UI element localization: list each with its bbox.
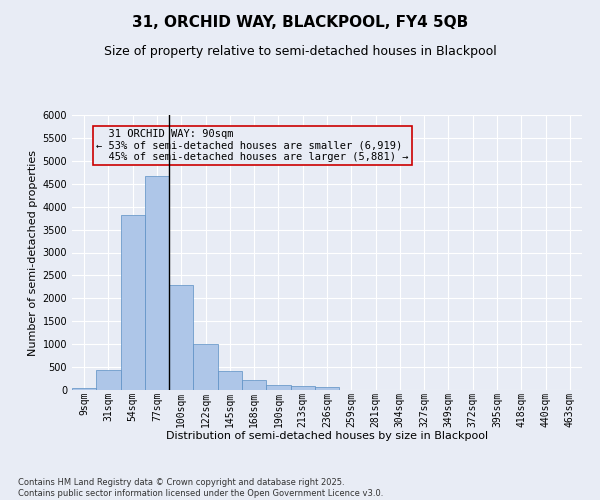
- Text: Contains HM Land Registry data © Crown copyright and database right 2025.
Contai: Contains HM Land Registry data © Crown c…: [18, 478, 383, 498]
- Bar: [145, 176, 169, 390]
- Bar: [96, 370, 121, 390]
- Text: 31, ORCHID WAY, BLACKPOOL, FY4 5QB: 31, ORCHID WAY, BLACKPOOL, FY4 5QB: [132, 15, 468, 30]
- Text: Size of property relative to semi-detached houses in Blackpool: Size of property relative to semi-detach…: [104, 45, 496, 58]
- Bar: [193, 344, 218, 390]
- Bar: [242, 380, 266, 390]
- Bar: [121, 215, 145, 390]
- Bar: [169, 284, 193, 390]
- Bar: [266, 386, 290, 390]
- Bar: [290, 386, 315, 390]
- Bar: [315, 387, 339, 390]
- X-axis label: Distribution of semi-detached houses by size in Blackpool: Distribution of semi-detached houses by …: [166, 431, 488, 441]
- Text: 31 ORCHID WAY: 90sqm
← 53% of semi-detached houses are smaller (6,919)
  45% of : 31 ORCHID WAY: 90sqm ← 53% of semi-detac…: [96, 128, 409, 162]
- Bar: [218, 371, 242, 390]
- Y-axis label: Number of semi-detached properties: Number of semi-detached properties: [28, 150, 38, 356]
- Bar: [72, 388, 96, 390]
